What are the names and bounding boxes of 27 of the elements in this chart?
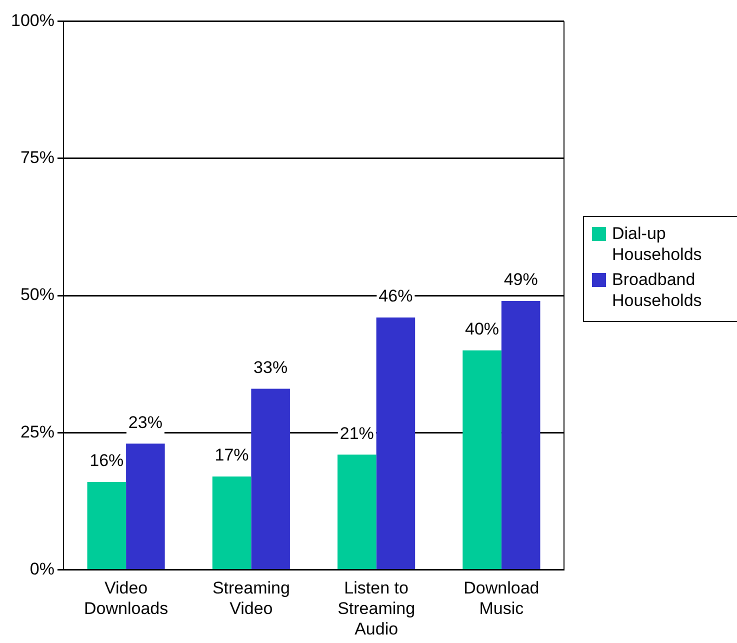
legend-label: Dial-up Households — [612, 223, 703, 265]
data-label: 33% — [254, 358, 288, 377]
data-label: 17% — [214, 446, 249, 465]
x-tick-label: Video Downloads — [84, 578, 168, 618]
bar — [251, 388, 290, 570]
y-tick-label: 100% — [10, 10, 54, 30]
data-label: 46% — [378, 286, 413, 306]
bar — [126, 444, 165, 570]
bar — [212, 476, 252, 570]
y-tick-label: 25% — [20, 422, 54, 442]
legend-label: Broadband Households — [612, 269, 703, 311]
bar — [501, 300, 540, 570]
x-tick-label: Streaming Video — [212, 578, 290, 618]
bar — [376, 317, 416, 570]
bar — [338, 454, 376, 570]
bar — [87, 482, 126, 570]
y-tick-label: 50% — [20, 285, 54, 304]
x-tick-label: Listen to Streaming Audio — [338, 578, 416, 638]
data-label: 49% — [504, 270, 538, 290]
y-tick-label: 75% — [20, 148, 54, 168]
y-tick-label: 0% — [30, 559, 54, 578]
data-label: 23% — [128, 412, 162, 432]
data-label: 40% — [465, 320, 500, 339]
data-label: 21% — [340, 424, 374, 443]
bar — [462, 350, 502, 570]
data-label: 16% — [90, 451, 124, 470]
x-tick-label: Download Music — [464, 578, 540, 618]
